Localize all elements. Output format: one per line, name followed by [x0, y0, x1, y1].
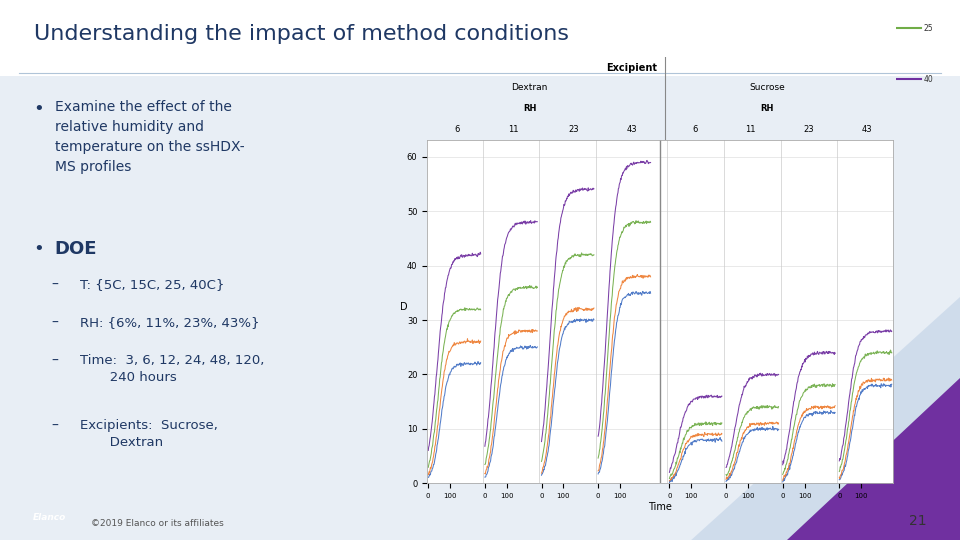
Text: Excipients:  Sucrose,
       Dextran: Excipients: Sucrose, Dextran [80, 418, 218, 449]
Text: –: – [51, 278, 58, 292]
Text: 43: 43 [627, 125, 637, 134]
Polygon shape [787, 378, 960, 540]
Text: RH: RH [760, 104, 774, 112]
Polygon shape [528, 297, 960, 540]
Text: Excipient: Excipient [607, 63, 658, 73]
Y-axis label: D: D [400, 302, 408, 312]
X-axis label: Time: Time [648, 502, 672, 512]
Text: 6: 6 [455, 125, 460, 134]
Text: 25: 25 [924, 24, 933, 32]
Text: 43: 43 [862, 125, 873, 134]
Text: T: {5C, 15C, 25, 40C}: T: {5C, 15C, 25, 40C} [80, 278, 224, 291]
Text: 23: 23 [568, 125, 579, 134]
Text: 11: 11 [508, 125, 518, 134]
Text: 40: 40 [924, 75, 933, 84]
Text: DOE: DOE [55, 240, 97, 258]
Text: Sucrose: Sucrose [749, 84, 785, 92]
Text: Elanco: Elanco [34, 513, 66, 522]
Text: •: • [34, 100, 44, 118]
Text: –: – [51, 418, 58, 433]
FancyBboxPatch shape [0, 0, 960, 76]
Text: ©2019 Elanco or its affiliates: ©2019 Elanco or its affiliates [91, 519, 224, 528]
Text: •: • [34, 240, 44, 258]
Text: 6: 6 [692, 125, 698, 134]
Text: –: – [51, 316, 58, 330]
Text: –: – [51, 354, 58, 368]
Text: RH: {6%, 11%, 23%, 43%}: RH: {6%, 11%, 23%, 43%} [80, 316, 259, 329]
Text: Understanding the impact of method conditions: Understanding the impact of method condi… [34, 24, 568, 44]
Text: 11: 11 [746, 125, 756, 134]
Text: Examine the effect of the
relative humidity and
temperature on the ssHDX-
MS pro: Examine the effect of the relative humid… [55, 100, 245, 174]
Text: 23: 23 [804, 125, 814, 134]
Text: Time:  3, 6, 12, 24, 48, 120,
       240 hours: Time: 3, 6, 12, 24, 48, 120, 240 hours [80, 354, 264, 384]
Text: 21: 21 [909, 514, 926, 528]
Text: RH: RH [523, 104, 537, 112]
Text: Dextran: Dextran [512, 84, 548, 92]
